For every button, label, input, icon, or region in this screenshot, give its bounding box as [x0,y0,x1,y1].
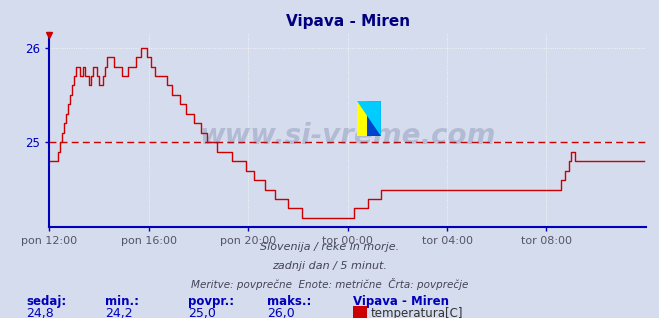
Title: Vipava - Miren: Vipava - Miren [285,14,410,30]
Text: Slovenija / reke in morje.: Slovenija / reke in morje. [260,242,399,252]
Text: 24,2: 24,2 [105,307,133,318]
Text: www.si-vreme.com: www.si-vreme.com [200,122,496,150]
Text: 26,0: 26,0 [267,307,295,318]
Bar [357,101,381,136]
Text: sedaj:: sedaj: [26,295,67,308]
Text: Vipava - Miren: Vipava - Miren [353,295,449,308]
Text: 25,0: 25,0 [188,307,215,318]
Text: Meritve: povprečne  Enote: metrične  Črta: povprečje: Meritve: povprečne Enote: metrične Črta:… [191,278,468,290]
Text: maks.:: maks.: [267,295,311,308]
Polygon shape [357,101,381,136]
Text: temperatura[C]: temperatura[C] [370,307,463,318]
Bar [366,101,381,136]
Text: povpr.:: povpr.: [188,295,234,308]
Text: zadnji dan / 5 minut.: zadnji dan / 5 minut. [272,261,387,271]
Text: 24,8: 24,8 [26,307,54,318]
Text: min.:: min.: [105,295,140,308]
